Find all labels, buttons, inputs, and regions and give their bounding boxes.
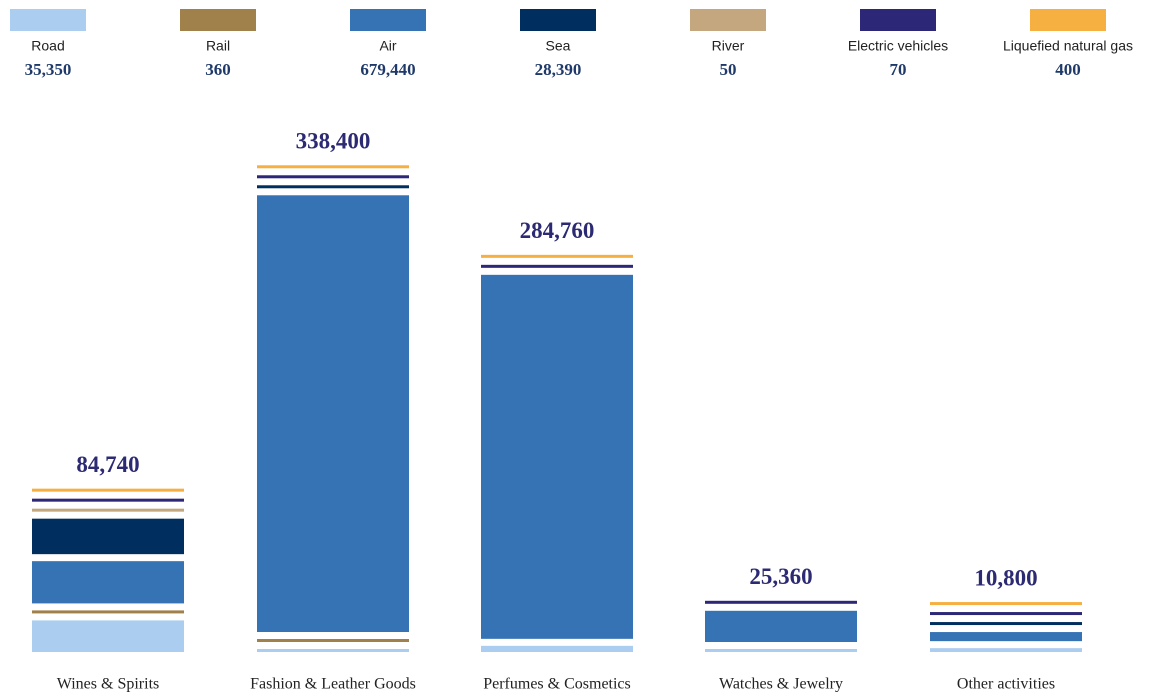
bar-segment bbox=[32, 610, 184, 614]
bar-segment bbox=[930, 612, 1082, 616]
legend-swatch bbox=[180, 9, 256, 31]
bar-segment bbox=[930, 632, 1082, 642]
bar-segment bbox=[32, 508, 184, 512]
bar-segment bbox=[32, 488, 184, 492]
bar-segment bbox=[930, 622, 1082, 626]
bar-segment bbox=[32, 561, 184, 604]
stack-total: 84,740 bbox=[76, 452, 139, 477]
category-label: Wines & Spirits bbox=[57, 676, 159, 693]
bar-segment bbox=[481, 264, 633, 268]
bar-segment bbox=[930, 602, 1082, 606]
legend-swatch bbox=[10, 9, 86, 31]
legend-label: Sea bbox=[546, 38, 571, 54]
legend-swatch bbox=[520, 9, 596, 31]
legend-total: 28,390 bbox=[535, 60, 582, 79]
legend-total: 70 bbox=[890, 60, 907, 79]
bar-segment bbox=[481, 645, 633, 652]
category-label: Watches & Jewelry bbox=[719, 676, 843, 693]
legend-swatch bbox=[860, 9, 936, 31]
legend-swatch bbox=[350, 9, 426, 31]
bar-segment bbox=[705, 649, 857, 652]
bar-segment bbox=[257, 639, 409, 642]
category-label: Perfumes & Cosmetics bbox=[483, 676, 631, 693]
bar-segment bbox=[705, 600, 857, 604]
bar-segment bbox=[257, 175, 409, 179]
bar-segment bbox=[257, 185, 409, 189]
bar-segment bbox=[32, 498, 184, 502]
bar-segment bbox=[481, 254, 633, 258]
category-label: Other activities bbox=[957, 676, 1055, 693]
bar-segment bbox=[32, 620, 184, 652]
legend-total: 50 bbox=[720, 60, 737, 79]
bar-segment bbox=[257, 649, 409, 652]
stack-total: 25,360 bbox=[749, 564, 812, 589]
stack-total: 284,760 bbox=[520, 218, 595, 243]
legend-total: 35,350 bbox=[25, 60, 72, 79]
legend-swatch bbox=[1030, 9, 1106, 31]
bar-segment bbox=[32, 518, 184, 555]
legend-total: 400 bbox=[1055, 60, 1081, 79]
bar-segment bbox=[257, 165, 409, 169]
bar-segment bbox=[481, 274, 633, 639]
stack-total: 10,800 bbox=[974, 565, 1037, 590]
legend-total: 360 bbox=[205, 60, 231, 79]
category-label: Fashion & Leather Goods bbox=[250, 676, 416, 693]
stack-total: 338,400 bbox=[296, 129, 371, 154]
legend-label: River bbox=[712, 38, 745, 54]
legend-label: Air bbox=[379, 38, 396, 54]
legend-label: Rail bbox=[206, 38, 230, 54]
bar-segment bbox=[930, 648, 1082, 652]
legend-total: 679,440 bbox=[360, 60, 415, 79]
legend-swatch bbox=[690, 9, 766, 31]
legend-label: Electric vehicles bbox=[848, 38, 948, 54]
bar-segment bbox=[257, 195, 409, 632]
legend-label: Road bbox=[31, 38, 64, 54]
legend-label: Liquefied natural gas bbox=[1003, 38, 1133, 54]
bar-segment bbox=[705, 610, 857, 642]
